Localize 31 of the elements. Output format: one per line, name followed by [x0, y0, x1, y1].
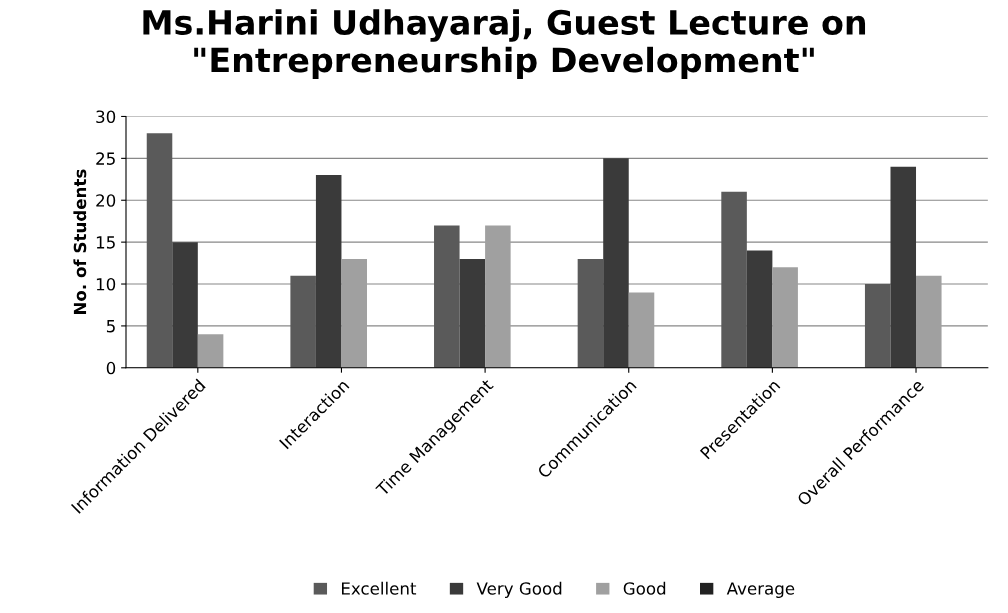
bar — [146, 133, 173, 368]
bar — [772, 267, 798, 368]
bar — [485, 225, 511, 368]
y-tick-label: 30 — [96, 110, 116, 124]
y-tick-label: 20 — [96, 194, 116, 207]
y-tick-label: 5 — [106, 320, 115, 333]
bar — [628, 292, 655, 368]
chart-title: Ms.Harini Udhayaraj, Guest Lecture on "Entrepreneurship Development" — [143, 9, 866, 80]
legend-label: Very Good — [476, 581, 562, 598]
bar — [172, 242, 198, 368]
bar — [603, 158, 629, 368]
y-tick-label: 0 — [106, 361, 116, 375]
bar — [290, 275, 316, 368]
y-tick-label: 25 — [96, 152, 115, 165]
legend-label: Average — [726, 582, 795, 598]
bar — [577, 258, 604, 368]
bar — [459, 258, 486, 368]
bar — [864, 284, 891, 368]
bar — [916, 275, 942, 368]
y-axis-title: No. of Students — [73, 169, 87, 315]
bar — [721, 191, 747, 368]
bar — [315, 175, 342, 368]
bar — [197, 334, 224, 368]
bar — [434, 225, 460, 368]
bar — [890, 166, 917, 368]
legend-label: Good — [623, 581, 666, 595]
y-tick-label: 15 — [96, 236, 115, 249]
bar — [746, 250, 773, 368]
y-tick-label: 10 — [96, 277, 116, 291]
legend-label: Excellent — [342, 581, 417, 595]
bar — [341, 258, 367, 368]
